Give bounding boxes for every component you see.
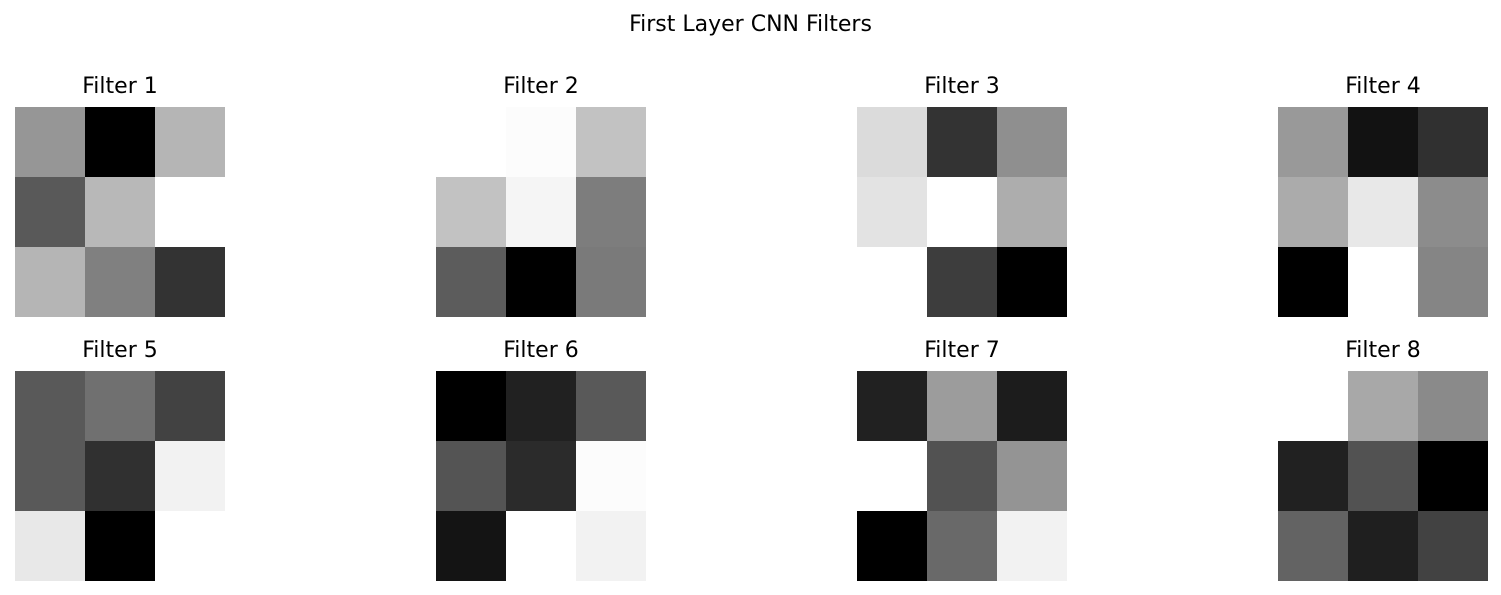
filter-2-cell-2-2 <box>576 247 646 317</box>
filter-7-cell-0-2 <box>997 371 1067 442</box>
filter-2-cell-1-0 <box>436 177 507 248</box>
filter-4-title: Filter 4 <box>1345 74 1421 99</box>
filter-3-cell-1-0 <box>857 177 928 248</box>
filter-6-cell-1-1 <box>506 441 577 512</box>
filter-2-cell-2-1 <box>506 247 577 317</box>
filter-8-cell-1-2 <box>1418 441 1488 512</box>
filter-3-cell-0-1 <box>927 107 998 178</box>
filter-1-heatmap <box>15 107 225 317</box>
filter-1-title: Filter 1 <box>82 74 158 99</box>
filter-8-cell-1-0 <box>1278 441 1349 512</box>
filter-3-cell-2-2 <box>997 247 1067 317</box>
filter-3-heatmap <box>857 107 1067 317</box>
filter-4-cell-2-1 <box>1348 247 1419 317</box>
filter-2-cell-0-0 <box>436 107 507 178</box>
filter-6-heatmap <box>436 371 646 581</box>
filter-5-cell-1-2 <box>155 441 225 512</box>
filter-1-cell-2-0 <box>15 247 86 317</box>
filter-2-cell-0-2 <box>576 107 646 178</box>
filter-1-cell-0-1 <box>85 107 156 178</box>
filter-7-cell-2-2 <box>997 511 1067 581</box>
filter-8-cell-2-2 <box>1418 511 1488 581</box>
filter-1-cell-1-2 <box>155 177 225 248</box>
filter-3-cell-2-0 <box>857 247 928 317</box>
filter-3-cell-0-0 <box>857 107 928 178</box>
filter-4-cell-1-0 <box>1278 177 1349 248</box>
filter-2-cell-1-2 <box>576 177 646 248</box>
filter-7-cell-0-0 <box>857 371 928 442</box>
filter-6-cell-1-2 <box>576 441 646 512</box>
filter-3-cell-0-2 <box>997 107 1067 178</box>
filter-6-title: Filter 6 <box>503 338 579 363</box>
filter-5-title: Filter 5 <box>82 338 158 363</box>
filter-3-cell-1-2 <box>997 177 1067 248</box>
filter-7-cell-1-1 <box>927 441 998 512</box>
filter-3-cell-2-1 <box>927 247 998 317</box>
filter-2-cell-2-0 <box>436 247 507 317</box>
filter-3-title: Filter 3 <box>924 74 1000 99</box>
filter-6-cell-0-2 <box>576 371 646 442</box>
filter-1-cell-1-1 <box>85 177 156 248</box>
figure-title: First Layer CNN Filters <box>629 12 872 37</box>
filter-8-heatmap <box>1278 371 1488 581</box>
filter-7-cell-1-0 <box>857 441 928 512</box>
filter-5-cell-1-1 <box>85 441 156 512</box>
filter-5-cell-1-0 <box>15 441 86 512</box>
filter-5-cell-0-2 <box>155 371 225 442</box>
filter-8-cell-0-0 <box>1278 371 1349 442</box>
filter-7-cell-0-1 <box>927 371 998 442</box>
filter-2-cell-0-1 <box>506 107 577 178</box>
filter-1-cell-2-1 <box>85 247 156 317</box>
filter-2-title: Filter 2 <box>503 74 579 99</box>
filter-8-cell-0-1 <box>1348 371 1419 442</box>
filter-7-cell-2-0 <box>857 511 928 581</box>
filter-6-cell-0-1 <box>506 371 577 442</box>
filter-7-heatmap <box>857 371 1067 581</box>
filter-6-cell-0-0 <box>436 371 507 442</box>
filter-8-cell-0-2 <box>1418 371 1488 442</box>
filter-1-cell-0-2 <box>155 107 225 178</box>
filter-4-cell-2-0 <box>1278 247 1349 317</box>
filter-1-cell-0-0 <box>15 107 86 178</box>
filter-4-cell-0-0 <box>1278 107 1349 178</box>
filter-8-cell-2-1 <box>1348 511 1419 581</box>
filter-8-title: Filter 8 <box>1345 338 1421 363</box>
filter-6-cell-2-1 <box>506 511 577 581</box>
filter-2-cell-1-1 <box>506 177 577 248</box>
filter-1-cell-1-0 <box>15 177 86 248</box>
filter-2-heatmap <box>436 107 646 317</box>
filter-8-cell-1-1 <box>1348 441 1419 512</box>
filter-4-cell-2-2 <box>1418 247 1488 317</box>
filter-6-cell-1-0 <box>436 441 507 512</box>
filter-7-cell-2-1 <box>927 511 998 581</box>
filter-5-cell-0-0 <box>15 371 86 442</box>
filter-7-cell-1-2 <box>997 441 1067 512</box>
filter-4-cell-0-2 <box>1418 107 1488 178</box>
filter-1-cell-2-2 <box>155 247 225 317</box>
filter-5-cell-2-1 <box>85 511 156 581</box>
filter-3-cell-1-1 <box>927 177 998 248</box>
filter-8-cell-2-0 <box>1278 511 1349 581</box>
filter-7-title: Filter 7 <box>924 338 1000 363</box>
filter-4-cell-0-1 <box>1348 107 1419 178</box>
filter-5-cell-2-2 <box>155 511 225 581</box>
filter-5-heatmap <box>15 371 225 581</box>
filter-5-cell-2-0 <box>15 511 86 581</box>
filter-6-cell-2-2 <box>576 511 646 581</box>
filter-4-cell-1-2 <box>1418 177 1488 248</box>
filter-5-cell-0-1 <box>85 371 156 442</box>
filter-4-cell-1-1 <box>1348 177 1419 248</box>
filter-6-cell-2-0 <box>436 511 507 581</box>
filter-4-heatmap <box>1278 107 1488 317</box>
